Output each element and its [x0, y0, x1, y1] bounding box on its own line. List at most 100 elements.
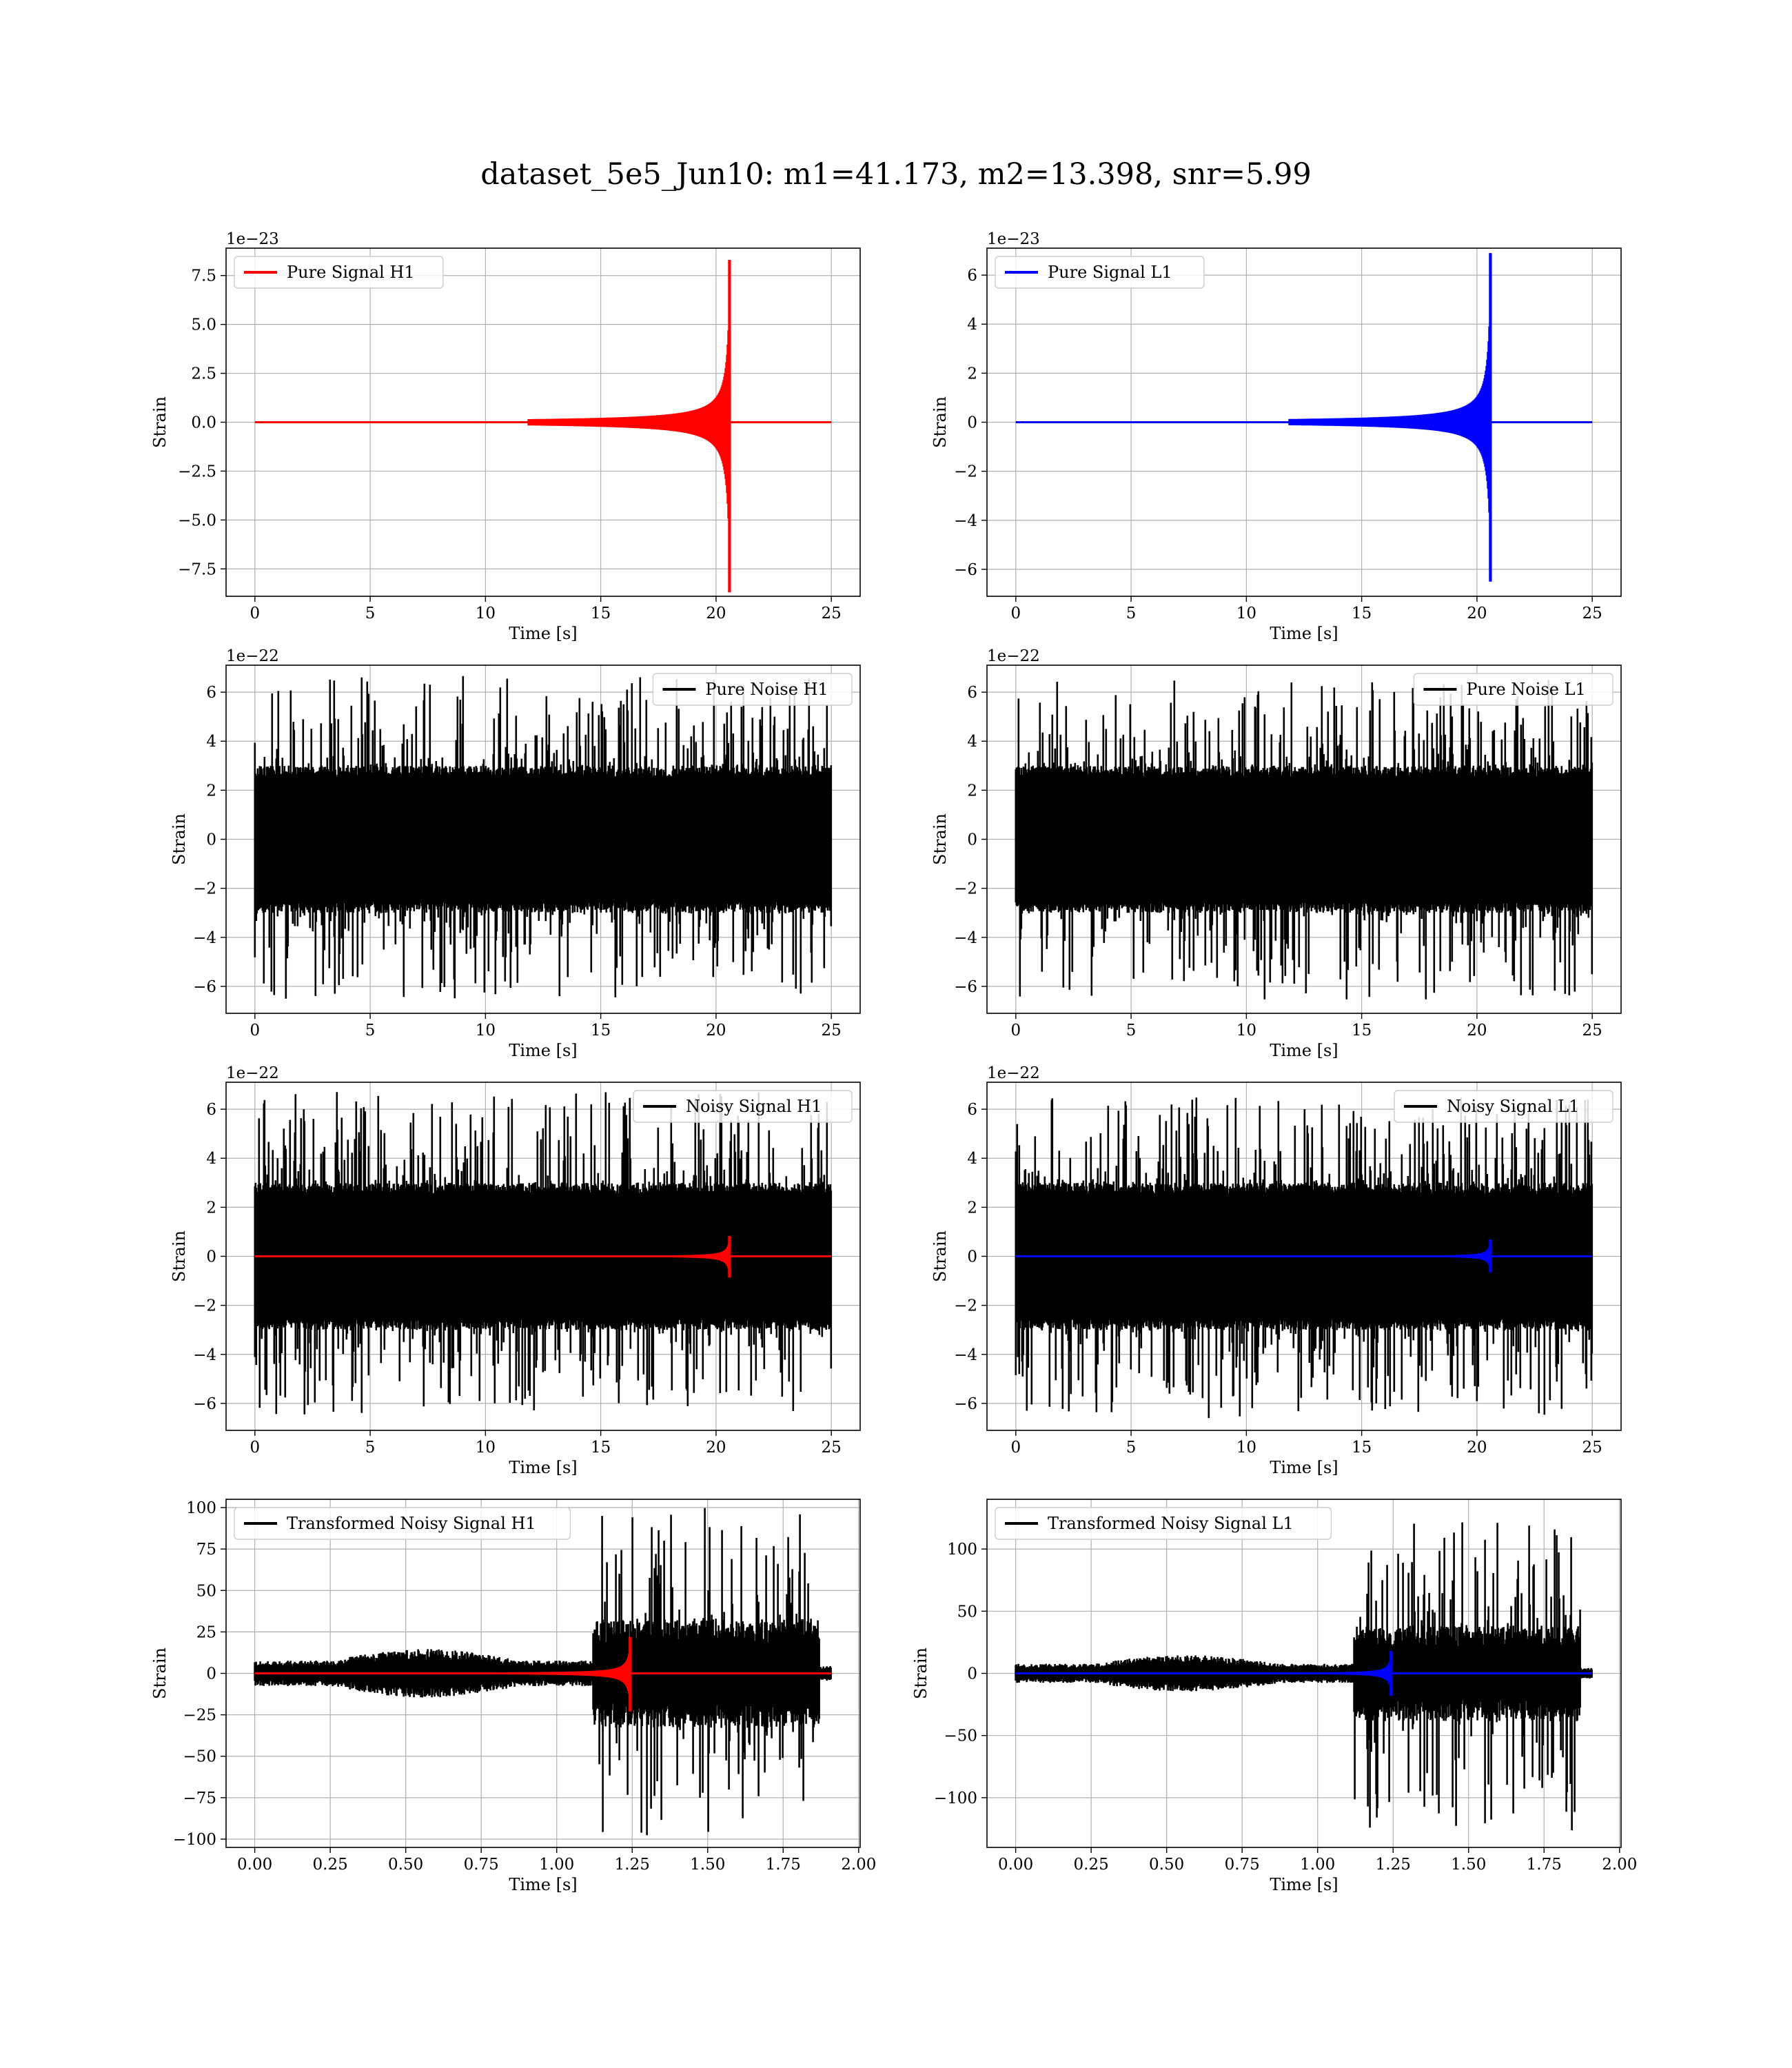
x-tick-label: 0	[1010, 1439, 1021, 1457]
y-axis-label: Strain	[150, 396, 170, 448]
y-tick-label: −6	[193, 978, 216, 996]
y-tick-label: 4	[967, 733, 977, 751]
x-tick-label: 25	[1582, 1439, 1602, 1457]
x-tick-label: 0.25	[1074, 1856, 1109, 1874]
y-tick-label: 0	[967, 1248, 977, 1266]
legend: Noisy Signal L1	[1394, 1090, 1613, 1123]
y-tick-label: 2	[206, 1199, 216, 1217]
series-chirp	[1015, 1651, 1593, 1696]
x-axis-label: Time [s]	[1270, 1458, 1338, 1477]
legend: Transformed Noisy Signal H1	[234, 1507, 571, 1540]
y-tick-label: −5.0	[178, 511, 216, 529]
axis-offset-text: 1e−22	[987, 647, 1040, 665]
x-tick-label: 5	[1126, 1022, 1137, 1040]
x-tick-label: 0.50	[388, 1856, 423, 1874]
legend: Pure Noise L1	[1413, 673, 1613, 706]
chart-transformed-noisy-signal-l1: 0.00 0.25 0.50 0.75 1.00 1.25 1.50 1.75 2.00 −100…	[911, 1499, 1637, 1894]
figure-title: dataset_5e5_Jun10: m1=41.173, m2=13.398,…	[480, 157, 1312, 192]
legend-box	[1413, 673, 1613, 706]
x-tick-label: 20	[1467, 605, 1487, 622]
x-tick-label: 0	[1010, 1022, 1021, 1040]
legend-box	[652, 673, 853, 706]
y-axis-label: Strain	[930, 813, 950, 865]
y-axis-label: Strain	[930, 1230, 950, 1282]
y-tick-label: 50	[196, 1582, 216, 1600]
chart-noisy-signal-h1: 0 5 10 15 20 25 −6 −4 −2 0 2 4 6 Time [s] Strain 1e−22 N…	[170, 1064, 861, 1477]
y-axis-label: Strain	[911, 1648, 930, 1699]
y-tick-label: −6	[193, 1395, 216, 1413]
legend-box	[995, 256, 1205, 289]
x-tick-label: 0.00	[237, 1856, 272, 1874]
x-tick-label: 1.00	[1300, 1856, 1335, 1874]
y-tick-label: −4	[193, 1346, 216, 1364]
x-tick-label: 1.50	[690, 1856, 725, 1874]
x-tick-label: 10	[476, 1439, 496, 1457]
y-tick-label: −7.5	[178, 560, 216, 578]
y-tick-label: 5.0	[191, 316, 216, 334]
y-tick-label: −4	[193, 929, 216, 947]
x-tick-label: 15	[591, 605, 611, 622]
y-tick-label: −2	[193, 1297, 216, 1315]
x-axis-label: Time [s]	[509, 624, 577, 643]
x-tick-label: 15	[591, 1022, 611, 1040]
legend: Noisy Signal H1	[633, 1090, 853, 1123]
plot-area	[1015, 1097, 1594, 1419]
plot-area	[254, 1508, 832, 1836]
x-tick-label: 0	[250, 1439, 260, 1457]
y-tick-label: 75	[196, 1541, 216, 1559]
legend-label: Pure Signal L1	[1048, 263, 1172, 282]
y-tick-label: 4	[206, 1150, 216, 1168]
x-tick-label: 10	[1236, 605, 1256, 622]
x-tick-label: 1.25	[615, 1856, 650, 1874]
series-chirp	[254, 1236, 832, 1278]
y-tick-label: 4	[206, 733, 216, 751]
axis-offset-text: 1e−22	[987, 1064, 1040, 1082]
y-tick-label: −6	[954, 978, 977, 996]
y-tick-label: 2.5	[191, 365, 216, 383]
y-tick-label: 0.0	[191, 414, 216, 432]
legend-box	[995, 1507, 1332, 1540]
x-tick-label: 10	[476, 605, 496, 622]
x-tick-label: 20	[1467, 1439, 1487, 1457]
x-tick-label: 25	[1582, 1022, 1602, 1040]
x-tick-label: 25	[822, 1022, 842, 1040]
y-tick-label: 6	[967, 684, 977, 702]
plot-area	[254, 260, 832, 593]
legend: Pure Signal L1	[995, 256, 1205, 289]
chart-pure-noise-l1: 0 5 10 15 20 25 −6 −4 −2 0 2 4 6 Time [s] Strain 1e−22 P…	[930, 647, 1622, 1060]
y-tick-label: −2.5	[178, 463, 216, 480]
y-tick-label: 0	[967, 831, 977, 849]
y-tick-label: 2	[967, 365, 977, 383]
y-tick-label: −4	[954, 1346, 977, 1364]
y-tick-label: 0	[206, 1248, 216, 1266]
y-tick-label: −4	[954, 512, 977, 530]
y-tick-label: −4	[954, 929, 977, 947]
x-axis-label: Time [s]	[1270, 1041, 1338, 1060]
y-tick-label: −6	[954, 561, 977, 579]
chart-pure-signal-h1: 0 5 10 15 20 25 −7.5 −5.0 −2.5 0.0 2.5 5.0 7.5 Time […	[150, 230, 861, 643]
x-tick-label: 5	[1126, 1439, 1137, 1457]
plot-area	[1015, 1522, 1593, 1831]
axis-offset-text: 1e−22	[226, 647, 279, 665]
x-tick-label: 10	[476, 1022, 496, 1040]
x-tick-label: 0	[250, 1022, 260, 1040]
x-tick-label: 1.75	[766, 1856, 801, 1874]
y-tick-label: 7.5	[191, 267, 216, 285]
series-whitened	[1015, 1522, 1593, 1831]
chart-transformed-noisy-signal-h1: 0.00 0.25 0.50 0.75 1.00 1.25 1.50 1.75 2.00 −100…	[150, 1499, 876, 1894]
series-chirp	[254, 1636, 832, 1712]
y-tick-label: 0	[967, 1665, 977, 1683]
y-tick-label: 100	[186, 1499, 216, 1517]
y-axis-label: Strain	[930, 396, 950, 448]
y-tick-label: 25	[196, 1623, 216, 1641]
plot-area	[1015, 253, 1593, 582]
y-tick-label: −2	[193, 880, 216, 898]
y-tick-label: 6	[206, 1101, 216, 1119]
series-noise	[254, 676, 833, 999]
x-tick-label: 10	[1236, 1022, 1256, 1040]
y-tick-label: −100	[934, 1790, 977, 1807]
legend-box	[633, 1090, 853, 1123]
x-tick-label: 25	[822, 1439, 842, 1457]
y-tick-label: −2	[954, 463, 977, 481]
x-tick-label: 0.50	[1149, 1856, 1184, 1874]
